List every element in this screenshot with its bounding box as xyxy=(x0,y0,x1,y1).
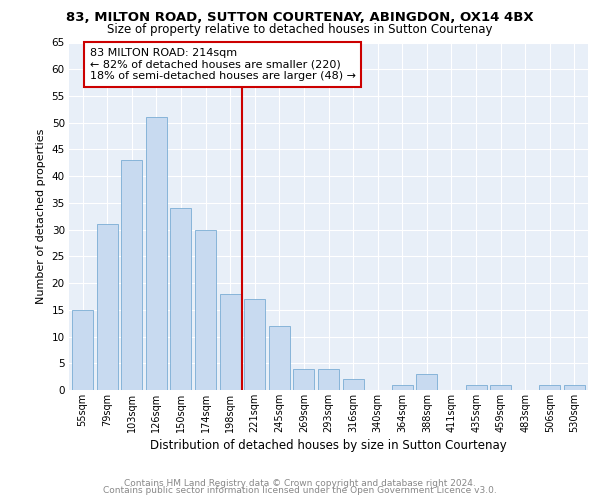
Bar xyxy=(146,118,167,390)
Bar xyxy=(564,384,585,390)
Bar xyxy=(490,384,511,390)
Y-axis label: Number of detached properties: Number of detached properties xyxy=(36,128,46,304)
Bar xyxy=(293,368,314,390)
Text: 83, MILTON ROAD, SUTTON COURTENAY, ABINGDON, OX14 4BX: 83, MILTON ROAD, SUTTON COURTENAY, ABING… xyxy=(66,11,534,24)
X-axis label: Distribution of detached houses by size in Sutton Courtenay: Distribution of detached houses by size … xyxy=(150,439,507,452)
Text: Contains public sector information licensed under the Open Government Licence v3: Contains public sector information licen… xyxy=(103,486,497,495)
Bar xyxy=(318,368,339,390)
Bar xyxy=(269,326,290,390)
Bar xyxy=(539,384,560,390)
Bar xyxy=(392,384,413,390)
Bar xyxy=(343,380,364,390)
Bar xyxy=(170,208,191,390)
Bar xyxy=(72,310,93,390)
Bar xyxy=(121,160,142,390)
Bar xyxy=(244,299,265,390)
Text: Size of property relative to detached houses in Sutton Courtenay: Size of property relative to detached ho… xyxy=(107,22,493,36)
Bar xyxy=(416,374,437,390)
Bar xyxy=(97,224,118,390)
Text: Contains HM Land Registry data © Crown copyright and database right 2024.: Contains HM Land Registry data © Crown c… xyxy=(124,478,476,488)
Bar xyxy=(466,384,487,390)
Text: 83 MILTON ROAD: 214sqm
← 82% of detached houses are smaller (220)
18% of semi-de: 83 MILTON ROAD: 214sqm ← 82% of detached… xyxy=(90,48,356,81)
Bar xyxy=(195,230,216,390)
Bar xyxy=(220,294,241,390)
